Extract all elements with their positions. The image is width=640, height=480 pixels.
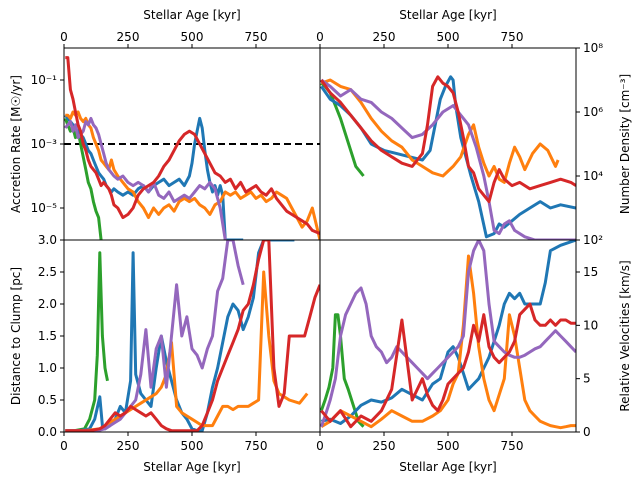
x-tick-label: 0 [60,30,68,44]
x-tick-label: 750 [245,30,268,44]
x-tick-label: 750 [245,439,268,453]
y-tick-label: 3.0 [38,233,57,247]
x-axis-label: Stellar Age [kyr] [143,8,240,22]
y-tick-label: 10⁶ [583,105,603,119]
series-line-4 [65,56,320,235]
series-line-3 [65,240,245,432]
y-axis-label: Distance to Clump [pc] [9,267,23,405]
panel-top-left: 0 250 500 750 10⁻⁵ 10⁻³ 10⁻¹ Stellar Age [kyr] A… [9,8,321,241]
x-tick-label: 250 [117,30,140,44]
x-tick-label: 750 [501,30,524,44]
y-tick-label: 10⁻⁵ [31,201,58,215]
y-tick-label: 0 [583,425,591,439]
series-line-0 [320,313,365,428]
panel-bottom-right: 0 250 500 750 0 5 10 15 Stellar Age [kyr] Relativ… [316,239,632,474]
series-line-3 [320,240,576,428]
y-tick-label: 2.5 [38,265,57,279]
x-tick-label: 0 [316,30,324,44]
x-tick-label: 0 [316,439,324,453]
series-line-4 [65,240,320,432]
y-tick-label: 5 [583,372,591,386]
series-line-4 [320,75,576,204]
y-axis-label: Number Density [cm⁻³] [618,74,632,214]
series-line-3 [320,78,576,240]
x-tick-label: 250 [117,439,140,453]
x-tick-label: 500 [181,30,204,44]
series-line-2 [65,110,320,240]
x-tick-label: 500 [181,439,204,453]
x-axis-label: Stellar Age [kyr] [399,460,496,474]
panel-bottom-left: 0 250 500 750 0.0 0.5 1.0 1.5 2.0 2.5 3.0 Stellar A… [9,233,321,474]
y-tick-label: 10 [583,318,598,332]
y-tick-label: 2.0 [38,297,57,311]
x-tick-label: 500 [437,30,460,44]
y-axis-label: Accretion Rate [M☉/yr] [9,75,23,213]
y-tick-label: 10⁻³ [31,137,58,151]
x-tick-label: 250 [373,439,396,453]
series-line-1 [320,240,576,425]
y-tick-label: 0.0 [38,425,57,439]
series-line-4 [320,302,576,429]
x-axis-label: Stellar Age [kyr] [399,8,496,22]
y-tick-label: 1.5 [38,329,57,343]
y-tick-label: 15 [583,265,598,279]
y-tick-label: 10⁻¹ [31,73,58,87]
y-tick-label: 1.0 [38,361,57,375]
y-axis-label: Relative Velocities [km/s] [618,260,632,411]
x-tick-label: 0 [60,439,68,453]
panel-top-right: 0 250 500 750 10² 10⁴ 10⁶ 10⁸ Stellar Age [kyr] N… [316,8,632,247]
series-line-2 [320,254,576,430]
x-axis-label: Stellar Age [kyr] [143,460,240,474]
y-tick-label: 10⁴ [583,169,603,183]
series-line-3 [64,116,227,240]
y-tick-label: 10² [583,233,603,247]
y-tick-label: 0.5 [38,393,57,407]
y-tick-label: 10⁸ [583,41,603,55]
x-tick-label: 500 [437,439,460,453]
x-tick-label: 750 [501,439,524,453]
x-tick-label: 250 [373,30,396,44]
